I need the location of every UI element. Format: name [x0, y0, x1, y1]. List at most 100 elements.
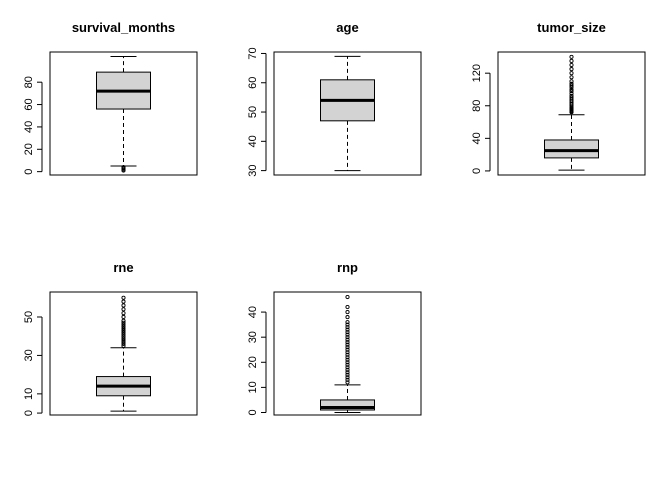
y-tick-label: 40: [23, 121, 35, 133]
outlier-point: [121, 334, 126, 339]
outlier-point: [345, 365, 350, 370]
outlier-point: [569, 81, 574, 86]
chart-title: rnp: [337, 260, 358, 275]
outlier-point: [569, 93, 574, 99]
outlier-point: [345, 360, 350, 365]
outlier-point: [345, 310, 350, 315]
plot-frame: [49, 291, 198, 416]
boxplot-panel: age 30 40 50 60 70: [247, 20, 422, 177]
outlier-point: [345, 357, 350, 362]
y-tick-label: 20: [247, 356, 259, 368]
outlier-point: [121, 307, 126, 312]
outlier-point: [121, 330, 126, 335]
boxplot-panel: rne 0 10 30 50: [23, 260, 198, 416]
outlier-point: [345, 377, 350, 382]
outlier-point: [121, 328, 126, 333]
outlier-point: [345, 342, 350, 347]
plot-frame: [273, 51, 422, 176]
y-tick-label: 80: [471, 100, 483, 112]
outlier-point: [121, 318, 126, 323]
outlier-point: [121, 336, 126, 341]
outlier-point: [345, 315, 350, 320]
outlier-point: [345, 352, 350, 357]
plot-frame: [497, 51, 646, 176]
outlier-point: [121, 303, 126, 308]
outlier-point: [121, 332, 126, 337]
outlier-point: [569, 58, 574, 64]
boxplot-panel: survival_months 0 20 40 60 80: [23, 20, 198, 176]
y-tick-label: 10: [23, 388, 35, 400]
y-tick-label: 120: [471, 64, 483, 82]
boxplot-panel: rnp 0 10 20 30 40: [247, 260, 422, 416]
outlier-point: [345, 380, 350, 385]
iqr-box: [544, 139, 599, 159]
outlier-point: [569, 71, 574, 76]
y-tick-label: 40: [471, 132, 483, 144]
outlier-point: [121, 299, 126, 304]
outlier-point: [121, 165, 126, 170]
outlier-point: [345, 305, 350, 310]
outlier-point: [121, 295, 126, 300]
y-tick-label: 30: [247, 331, 259, 343]
y-tick-label: 50: [23, 311, 35, 323]
chart-title: survival_months: [72, 20, 175, 35]
outlier-point: [345, 372, 350, 377]
outlier-point: [345, 370, 350, 375]
outlier-point: [569, 79, 574, 84]
outlier-point: [121, 326, 126, 331]
y-tick-label: 50: [247, 106, 259, 118]
outlier-point: [345, 335, 350, 340]
outlier-point: [345, 345, 350, 350]
outlier-point: [569, 87, 574, 92]
outlier-point: [121, 320, 126, 325]
outlier-point: [569, 62, 574, 68]
iqr-box: [320, 399, 375, 411]
outlier-point: [569, 95, 574, 100]
outlier-point: [345, 322, 350, 327]
outlier-point: [345, 367, 350, 372]
outlier-point: [569, 75, 574, 80]
outlier-point: [121, 314, 126, 320]
outlier-point: [121, 343, 126, 348]
outlier-point: [345, 362, 350, 367]
outlier-point: [121, 324, 126, 329]
outlier-point: [121, 322, 126, 327]
y-tick-label: 60: [23, 98, 35, 110]
outlier-point: [345, 350, 350, 355]
outlier-point: [345, 320, 350, 325]
y-tick-label: 0: [23, 410, 35, 416]
y-tick-label: 40: [247, 306, 259, 318]
plot-frame: [273, 291, 422, 416]
outlier-point: [569, 89, 574, 94]
y-tick-label: 60: [247, 77, 259, 89]
y-tick-label: 0: [23, 169, 35, 175]
y-tick-label: 40: [247, 135, 259, 147]
outlier-point: [569, 91, 574, 96]
outlier-point: [345, 330, 350, 335]
outlier-point: [121, 341, 126, 346]
outlier-point: [345, 375, 350, 380]
y-tick-label: 30: [247, 164, 259, 176]
outlier-point: [345, 337, 350, 342]
chart-title: tumor_size: [537, 20, 606, 35]
y-tick-label: 20: [23, 143, 35, 155]
outlier-point: [569, 54, 574, 59]
y-tick-label: 0: [471, 168, 483, 174]
chart-title: age: [336, 20, 358, 35]
y-tick-label: 10: [247, 381, 259, 393]
chart-title: rne: [113, 260, 133, 275]
outlier-point: [121, 337, 126, 343]
outlier-point: [121, 339, 126, 345]
y-tick-label: 0: [247, 409, 259, 415]
outlier-point: [345, 347, 350, 352]
outlier-point: [569, 67, 574, 72]
plot-frame: [49, 51, 198, 176]
outlier-point: [345, 327, 350, 332]
y-tick-label: 70: [247, 47, 259, 59]
y-tick-label: 30: [23, 349, 35, 361]
outlier-point: [345, 294, 350, 300]
y-tick-label: 80: [23, 76, 35, 88]
boxplot-panel: tumor_size 0 40 80 120: [471, 20, 646, 176]
outlier-point: [345, 340, 350, 345]
outlier-point: [345, 332, 350, 337]
